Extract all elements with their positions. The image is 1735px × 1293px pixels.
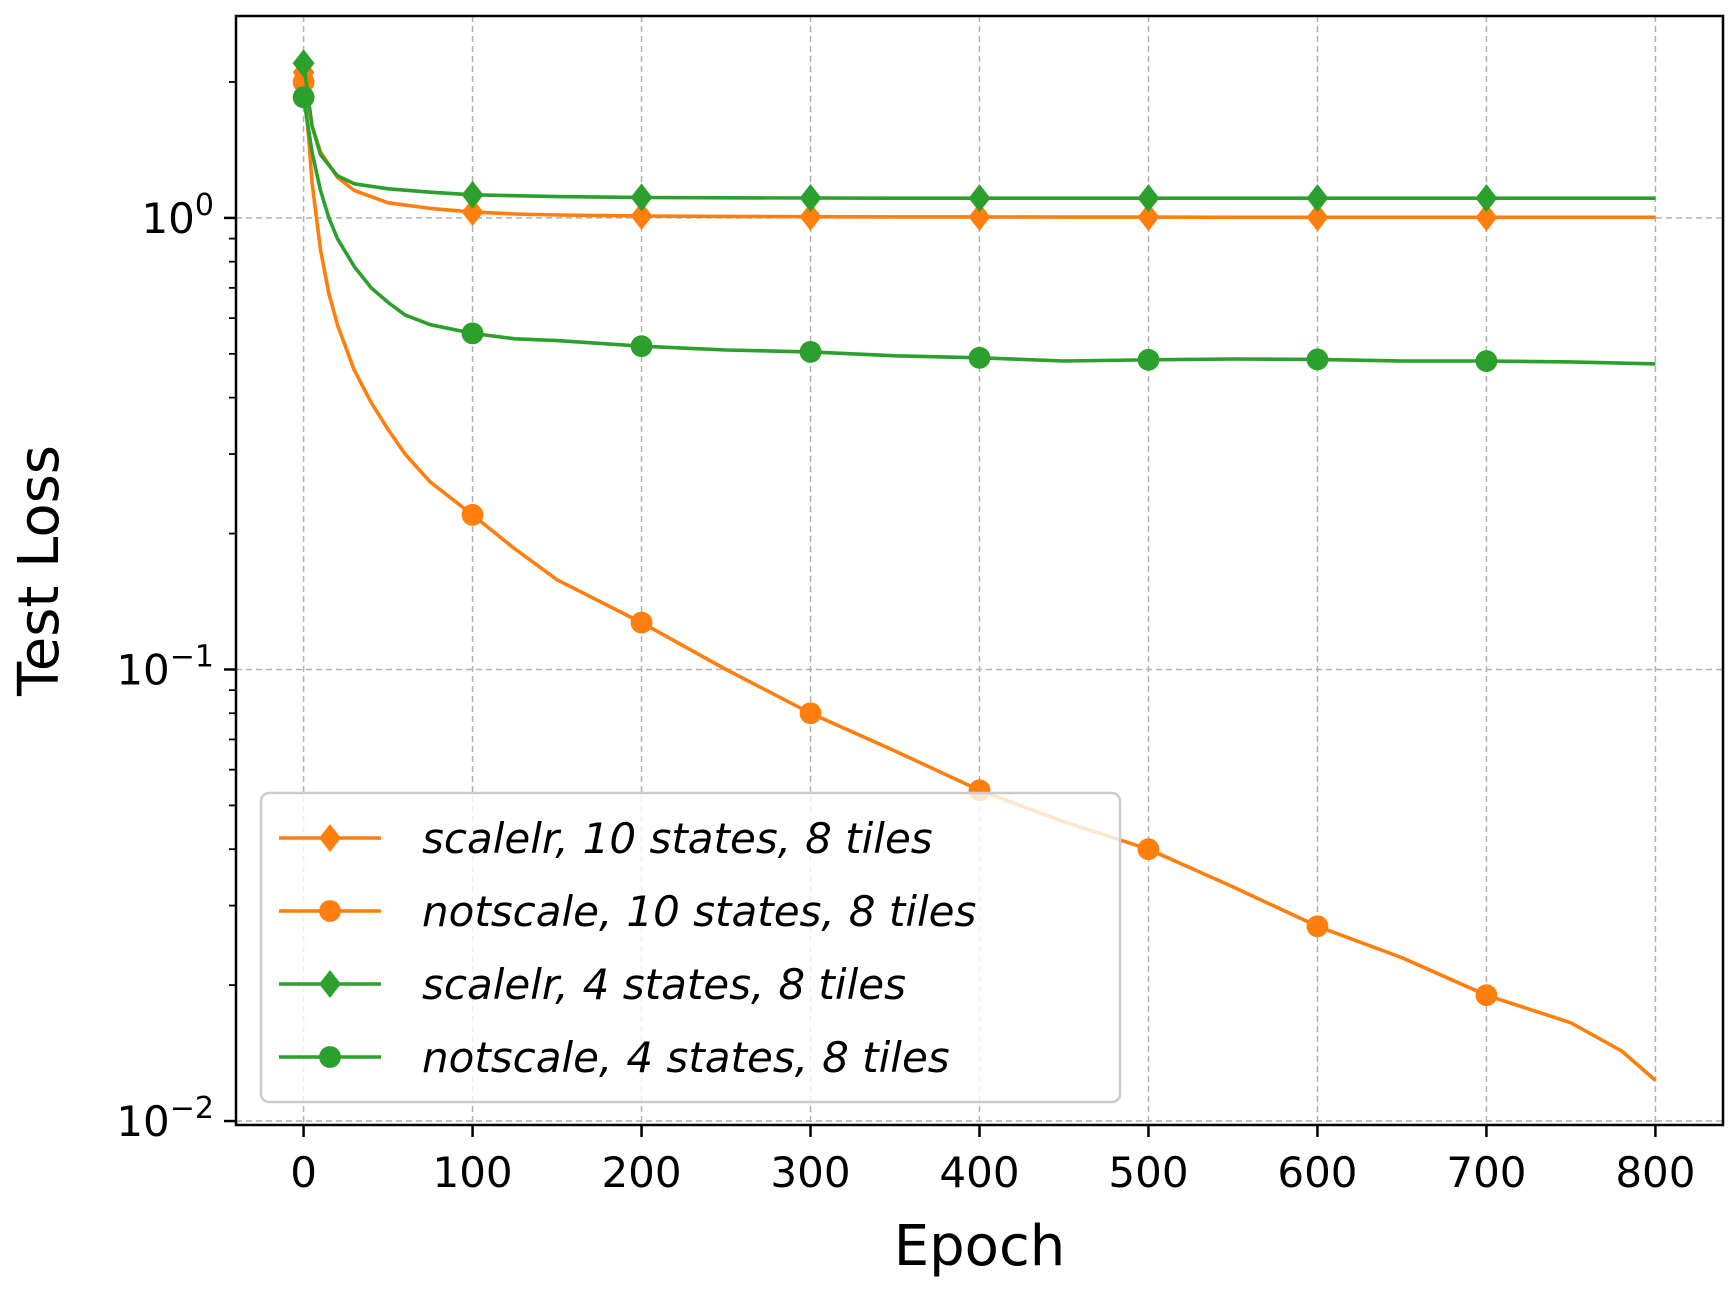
series-3 <box>292 86 1656 372</box>
series-line <box>301 72 1656 220</box>
axis-ticks: 0 100 200 300 400 500 600 700 800 100 10−1 10−2 <box>116 81 1695 1197</box>
data-point-diamond <box>1306 184 1329 213</box>
x-tick-label: 300 <box>770 1148 850 1197</box>
x-axis-label: Epoch <box>894 1214 1065 1279</box>
y-tick-label: 100 <box>141 188 214 243</box>
legend-label: scalelr, 10 states, 8 tiles <box>422 814 933 863</box>
x-tick-label: 0 <box>290 1148 317 1197</box>
series-line <box>301 81 1657 1082</box>
legend-entry: notscale, 4 states, 8 tiles <box>279 1033 950 1082</box>
data-point-circle <box>292 86 315 109</box>
data-point-circle <box>1137 348 1160 371</box>
legend-entry: scalelr, 10 states, 8 tiles <box>279 814 933 863</box>
data-point-circle <box>799 340 822 363</box>
data-point-diamond <box>968 202 991 231</box>
data-point-circle <box>630 335 653 358</box>
legend-entry: notscale, 10 states, 8 tiles <box>279 887 976 936</box>
legend-label: notscale, 4 states, 8 tiles <box>422 1033 950 1082</box>
data-point-circle <box>1306 915 1329 938</box>
data-point-circle <box>319 1046 341 1068</box>
data-point-diamond <box>799 202 822 231</box>
x-tick-label: 500 <box>1108 1148 1188 1197</box>
data-point-circle <box>1475 350 1498 372</box>
data-point-diamond <box>1475 184 1498 213</box>
legend: scalelr, 10 states, 8 tiles notscale, 10 sta… <box>259 791 1122 1104</box>
data-point-circle <box>319 900 341 922</box>
data-point-circle <box>1137 838 1160 861</box>
data-point-circle <box>1306 348 1329 371</box>
legend-label: scalelr, 4 states, 8 tiles <box>422 960 906 1009</box>
data-point-diamond <box>630 201 653 230</box>
data-point-circle <box>1475 984 1498 1007</box>
data-point-diamond <box>1137 184 1160 213</box>
series-0 <box>292 58 1656 232</box>
x-tick-label: 100 <box>432 1148 512 1197</box>
data-point-circle <box>292 71 315 93</box>
data-point-diamond <box>1137 203 1160 232</box>
data-point-diamond <box>799 183 822 212</box>
data-point-diamond <box>630 183 653 212</box>
x-tick-label: 200 <box>601 1148 681 1197</box>
data-point-circle <box>968 346 991 369</box>
data-point-diamond <box>319 824 341 852</box>
data-point-circle <box>630 611 653 634</box>
legend-box <box>259 791 1122 1104</box>
legend-label: notscale, 10 states, 8 tiles <box>422 887 976 936</box>
x-tick-label: 700 <box>1446 1148 1526 1197</box>
data-point-diamond <box>292 49 315 78</box>
data-point-circle <box>461 322 484 345</box>
legend-entry: scalelr, 4 states, 8 tiles <box>279 960 906 1009</box>
data-point-diamond <box>1306 203 1329 232</box>
y-tick-label: 10−1 <box>116 639 214 694</box>
data-point-circle <box>461 503 484 526</box>
series-line <box>301 97 1656 366</box>
data-point-diamond <box>319 970 341 998</box>
y-tick-label: 10−2 <box>116 1091 214 1146</box>
data-point-diamond <box>968 184 991 213</box>
x-tick-label: 600 <box>1277 1148 1357 1197</box>
plot-area <box>292 49 1657 1082</box>
series-line <box>301 63 1656 200</box>
y-axis-label: Test Loss <box>7 445 72 697</box>
data-point-diamond <box>461 198 484 227</box>
data-point-circle <box>799 702 822 725</box>
series-2 <box>292 49 1656 213</box>
x-tick-label: 400 <box>939 1148 1019 1197</box>
data-point-diamond <box>461 180 484 209</box>
x-tick-label: 800 <box>1615 1148 1695 1197</box>
data-point-diamond <box>1475 203 1498 232</box>
